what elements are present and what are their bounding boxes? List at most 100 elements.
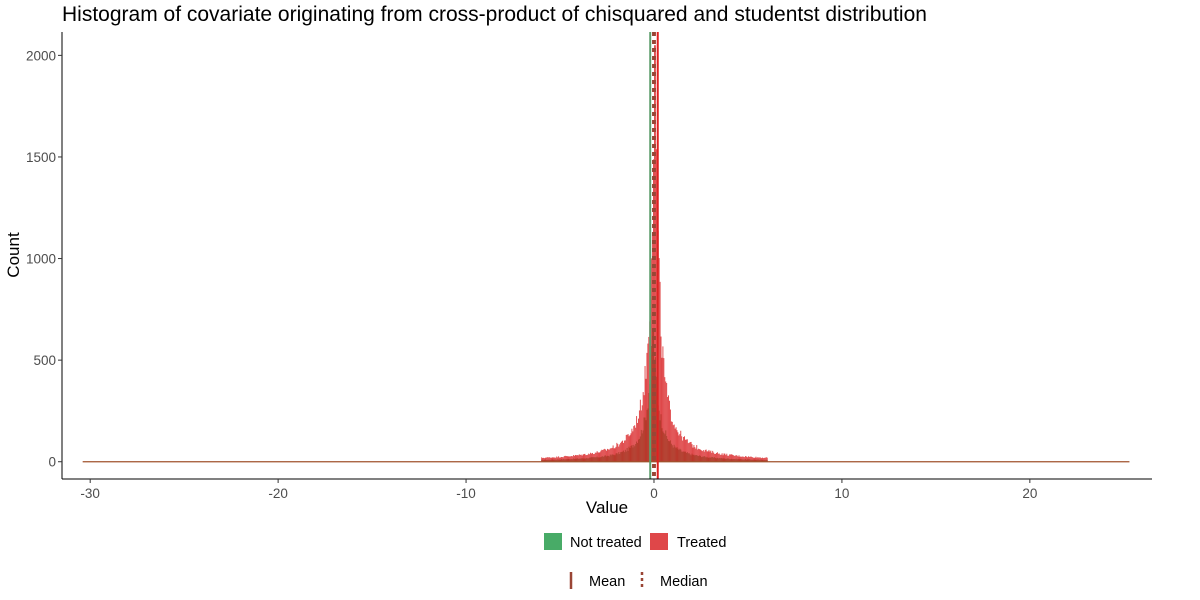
y-tick-label: 1000 <box>26 252 56 267</box>
histogram-bar <box>751 457 753 462</box>
histogram-bar <box>630 433 632 462</box>
histogram-bar <box>596 451 598 462</box>
histogram-bar <box>606 450 607 462</box>
histogram-bar <box>710 450 712 462</box>
histogram-bar <box>542 457 544 462</box>
histogram-bar <box>574 455 576 462</box>
histogram-bar <box>668 395 670 462</box>
histogram-bar <box>559 457 561 462</box>
histogram-bar <box>575 455 577 462</box>
histogram-bar <box>555 457 557 462</box>
histogram-bar <box>616 442 618 462</box>
histogram-bar <box>544 457 546 462</box>
histogram-bar <box>706 451 708 462</box>
x-tick-label: -30 <box>80 486 100 501</box>
histogram-bar <box>723 453 725 462</box>
histogram-bar <box>756 457 758 462</box>
legend-label-mean: Mean <box>589 574 625 590</box>
x-tick-label: 20 <box>1022 486 1037 501</box>
histogram-bar <box>692 447 694 462</box>
histogram-bar <box>683 436 685 462</box>
histogram-bar <box>605 449 607 462</box>
histogram-bar <box>685 439 687 462</box>
y-tick-label: 500 <box>33 353 56 368</box>
histogram-bar <box>563 456 565 462</box>
legend-lines: Mean Median <box>569 572 708 590</box>
histogram-bar <box>621 441 623 462</box>
histogram-bar <box>728 455 730 462</box>
histogram-bar <box>612 445 614 462</box>
histogram-bar <box>570 456 572 462</box>
histogram-bar <box>598 452 600 462</box>
histogram-bar <box>690 441 692 462</box>
histogram-bar <box>664 377 666 462</box>
histogram-bar <box>560 456 562 462</box>
histogram-bar <box>680 430 682 462</box>
histogram-bar <box>742 456 744 462</box>
histogram-bar <box>565 456 567 462</box>
histogram-bar <box>662 346 664 462</box>
histogram-bar <box>714 453 716 462</box>
histogram-bar <box>707 451 709 462</box>
histogram-bar <box>586 454 588 462</box>
histogram-bar <box>729 454 731 462</box>
histogram-bar <box>575 454 576 462</box>
histogram-bar <box>740 456 742 462</box>
histogram-bar <box>696 445 698 462</box>
histogram-bar <box>693 445 695 462</box>
histogram-bar <box>642 392 644 462</box>
histogram-bar <box>638 418 639 462</box>
y-axis-title: Count <box>4 232 23 278</box>
histogram-bar <box>604 448 606 462</box>
chart-title: Histogram of covariate originating from … <box>62 3 927 26</box>
histogram-bar <box>709 451 711 462</box>
histogram-bar <box>726 453 728 462</box>
legend-fill: Not treated Treated <box>544 533 726 551</box>
histogram-bar <box>669 409 671 462</box>
histogram-bar <box>694 447 696 462</box>
histogram-bar <box>544 458 545 462</box>
histogram-bar <box>762 458 764 462</box>
histogram-bar <box>647 343 649 462</box>
histogram-bar <box>653 159 654 462</box>
histogram-bar <box>705 449 707 462</box>
histogram-bar <box>730 454 732 462</box>
histogram-bar <box>640 410 642 462</box>
histogram-bar <box>644 366 646 462</box>
histogram-bar <box>681 436 683 462</box>
histogram-bar <box>595 452 597 462</box>
histogram-bar <box>663 358 665 462</box>
histogram-bar <box>557 457 559 462</box>
histogram-bar <box>597 452 599 462</box>
histogram-bar <box>752 457 754 462</box>
histogram-bar <box>716 452 717 462</box>
histogram-bar <box>749 456 751 462</box>
histogram-bar <box>712 450 714 462</box>
histogram-bar <box>620 442 622 462</box>
histogram-bar <box>560 457 561 462</box>
histogram-bar <box>639 399 641 462</box>
histogram-bar <box>549 457 551 462</box>
histogram-bar <box>671 421 673 462</box>
histogram-bar <box>623 440 625 462</box>
histogram-bar <box>682 440 684 462</box>
histogram-bar <box>576 455 578 462</box>
histogram-bar <box>684 439 686 462</box>
histogram-bar <box>744 457 746 462</box>
histogram-bar <box>588 453 590 462</box>
histogram-bar <box>761 458 763 462</box>
histogram-bar <box>614 448 616 462</box>
histogram-bar <box>720 454 722 462</box>
histogram-bar <box>695 448 697 462</box>
histogram-bar <box>672 425 674 462</box>
histogram-bar <box>594 452 596 462</box>
histogram-bar <box>573 455 575 462</box>
histogram-bar <box>748 456 750 462</box>
histogram-bar <box>624 440 626 462</box>
histogram-bar <box>602 450 604 462</box>
histogram-bar <box>753 457 755 462</box>
histogram-bar <box>658 258 660 462</box>
histogram-bar <box>758 457 760 462</box>
histogram-bar <box>735 455 737 462</box>
